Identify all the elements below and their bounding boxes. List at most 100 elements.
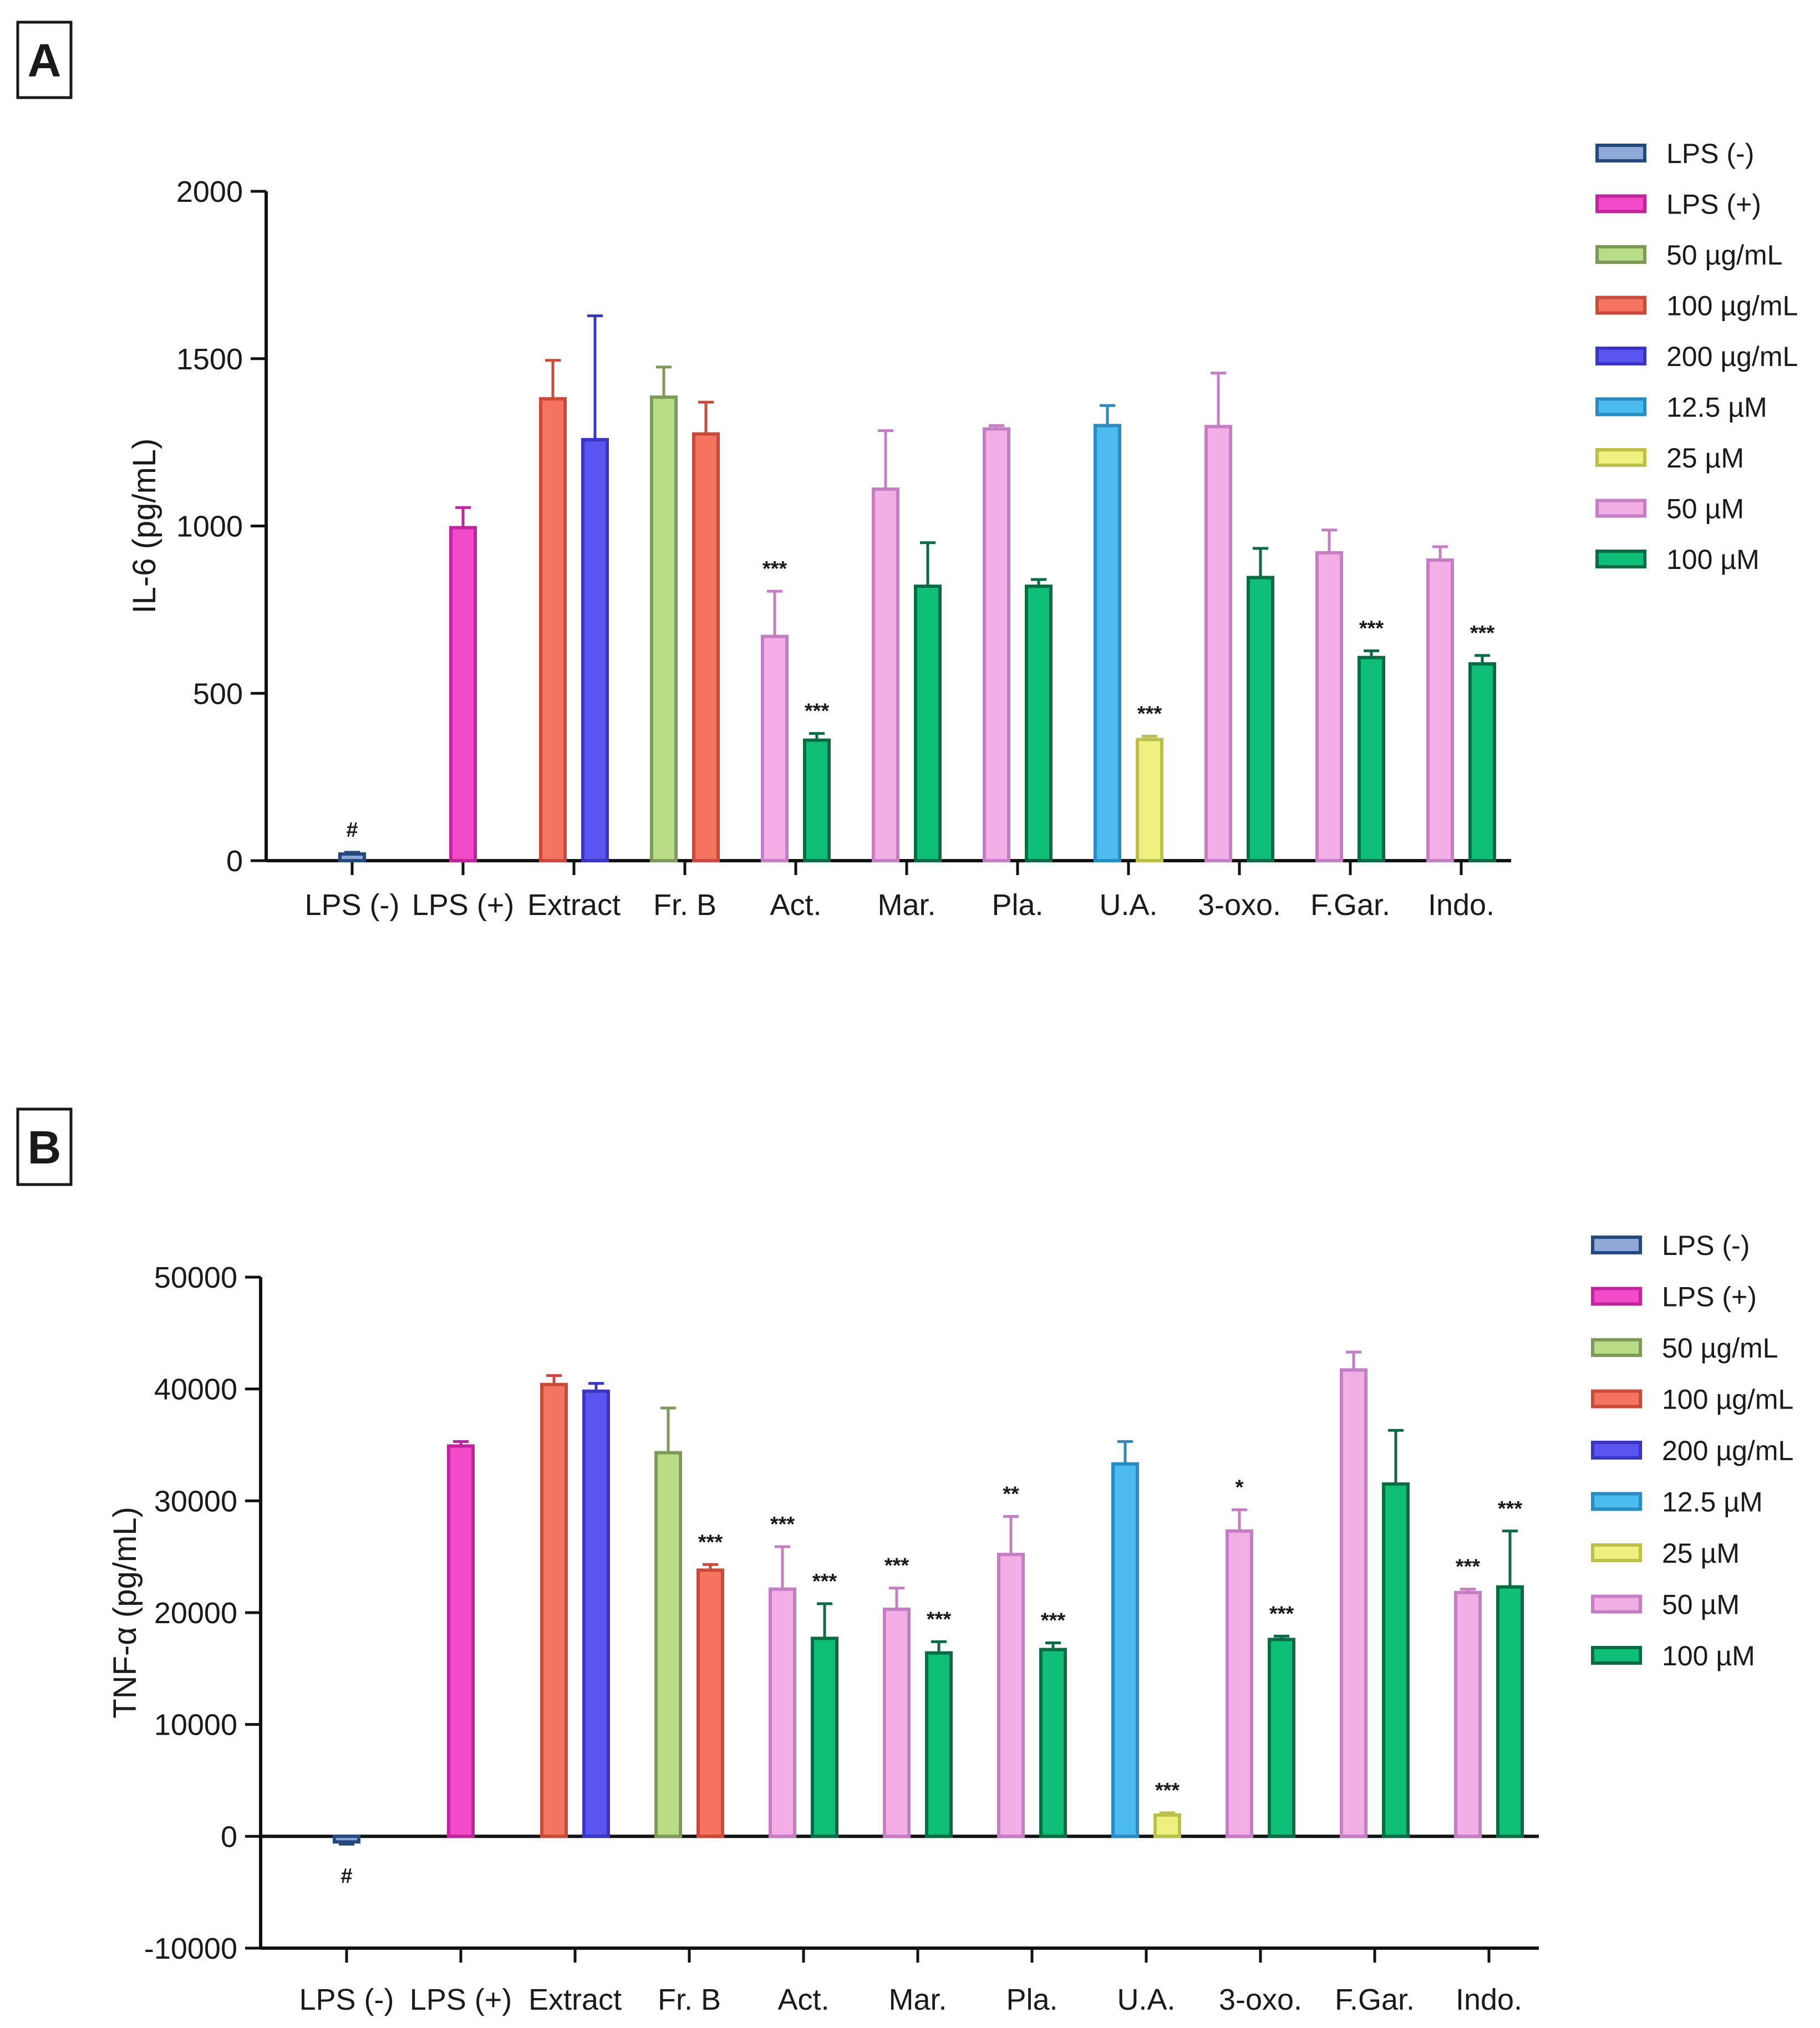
y-tick-label: 40000 — [154, 1373, 237, 1406]
bar-pla-100-m — [1025, 584, 1053, 862]
x-category-label: LPS (-) — [304, 888, 399, 922]
bar-fr-b-100-g-ml — [697, 1568, 724, 1838]
y-tick-label: 500 — [193, 677, 243, 710]
x-category-label: Extract — [527, 888, 621, 922]
x-category-label: Act. — [770, 888, 821, 922]
bar-f-gar-50-m — [1340, 1368, 1367, 1838]
legend-label-lps: LPS (-) — [1666, 138, 1754, 169]
legend-label-lps: LPS (+) — [1662, 1282, 1757, 1313]
legend-label-lps: LPS (-) — [1662, 1230, 1750, 1261]
bar-lps-lps — [449, 526, 477, 862]
x-category-label: Mar. — [877, 888, 936, 922]
legend-label-200-g-ml: 200 µg/mL — [1666, 341, 1798, 372]
legend-swatch-100-m — [1595, 550, 1646, 568]
legend-label-100-m: 100 µM — [1666, 544, 1760, 575]
significance-marker: *** — [1359, 617, 1384, 641]
legend-label-50-m: 50 µM — [1666, 494, 1744, 525]
il6-chart: 0 500 1000 1500 2000 IL-6 (pg/mL) LPS (-) LPS (… — [126, 175, 1511, 922]
legend-swatch-25-m — [1591, 1543, 1642, 1562]
bar-mar-50-m — [883, 1607, 911, 1838]
legend-label-25-m: 25 µM — [1666, 443, 1744, 474]
x-category-label: Pla. — [992, 888, 1043, 922]
legend-swatch-25-m — [1595, 448, 1646, 467]
panel-b-letter: B — [28, 1121, 62, 1173]
significance-marker: *** — [884, 1554, 909, 1578]
legend-swatch-50-m — [1591, 1594, 1642, 1614]
bar-f-gar-100-m — [1358, 655, 1385, 863]
y-tick-label: 0 — [221, 1820, 237, 1853]
significance-marker: *** — [1456, 1556, 1481, 1579]
legend-label-12-5-m: 12.5 µM — [1662, 1487, 1763, 1518]
bar-u-a-25-m — [1153, 1813, 1181, 1838]
bar-extract-100-g-ml — [539, 397, 567, 862]
bar-u-a-25-m — [1136, 738, 1163, 862]
x-category-label: Pla. — [1006, 1983, 1058, 2016]
bar-indo-100-m — [1468, 662, 1496, 862]
bar-mar-100-m — [925, 1651, 953, 1838]
bar-f-gar-100-m — [1382, 1482, 1410, 1838]
y-tick-label: 20000 — [154, 1597, 237, 1630]
legend-label-12-5-m: 12.5 µM — [1666, 392, 1767, 423]
x-category-label: LPS (-) — [299, 1983, 394, 2016]
y-tick-label: 1500 — [176, 343, 243, 376]
bar-fr-b-50-g-ml — [654, 1451, 682, 1838]
legend-label-50-m: 50 µM — [1662, 1589, 1740, 1620]
bar-extract-200-g-ml — [582, 1389, 610, 1838]
panel-b: B -10000 0 10000 20000 30000 40000 50000 TNF-α … — [16, 1107, 1793, 2016]
bar-indo-50-m — [1454, 1590, 1482, 1838]
y-tick-label: 2000 — [176, 175, 243, 209]
bar-extract-100-g-ml — [540, 1383, 568, 1838]
significance-marker: *** — [927, 1608, 952, 1631]
x-category-label: Fr. B — [658, 1983, 721, 2016]
bar-f-gar-50-m — [1315, 551, 1343, 862]
bar-lps-lps — [447, 1444, 475, 1838]
legend-label-50-g-ml: 50 µg/mL — [1666, 240, 1782, 271]
legend-swatch-200-g-ml — [1591, 1441, 1642, 1460]
bar-fr-b-50-g-ml — [650, 395, 678, 862]
x-category-label: LPS (+) — [410, 1983, 512, 2016]
y-tick-label: 30000 — [154, 1485, 237, 1518]
significance-marker: *** — [770, 1513, 795, 1536]
bar-pla-50-m — [983, 427, 1010, 862]
x-category-label: Extract — [528, 1983, 622, 2016]
bar-fr-b-100-g-ml — [692, 432, 720, 862]
bar-lps-lps — [333, 1834, 360, 1844]
significance-marker: *** — [1269, 1602, 1294, 1625]
y-axis-title: IL-6 (pg/mL) — [126, 439, 162, 614]
legend-swatch-lps — [1595, 194, 1646, 214]
legend-swatch-100-g-ml — [1591, 1389, 1642, 1409]
x-category-label: F.Gar. — [1335, 1983, 1415, 2016]
legend-swatch-50-m — [1595, 499, 1646, 518]
y-tick-label: 10000 — [154, 1709, 237, 1742]
legend-label-100-g-ml: 100 µg/mL — [1662, 1384, 1793, 1415]
significance-marker: *** — [812, 1570, 837, 1593]
x-category-label: Indo. — [1456, 1983, 1522, 2016]
bar-3-oxo-100-m — [1247, 576, 1274, 862]
y-tick-label: 50000 — [154, 1261, 237, 1294]
tnf-alpha-chart: -10000 0 10000 20000 30000 40000 50000 TNF-α (p… — [107, 1261, 1539, 2016]
bar-act-100-m — [803, 738, 831, 862]
legend-label-100-g-ml: 100 µg/mL — [1666, 291, 1798, 322]
legend-swatch-12-5-m — [1595, 397, 1646, 416]
significance-marker: *** — [762, 557, 787, 581]
legend-label-50-g-ml: 50 µg/mL — [1662, 1333, 1778, 1364]
legend-label-100-m: 100 µM — [1662, 1640, 1755, 1671]
significance-marker: * — [1236, 1476, 1244, 1499]
legend-label-200-g-ml: 200 µg/mL — [1662, 1435, 1793, 1466]
significance-marker: # — [340, 1864, 352, 1888]
y-tick-label: 0 — [226, 845, 243, 878]
significance-marker: *** — [1137, 702, 1162, 725]
bar-extract-200-g-ml — [581, 438, 609, 862]
x-category-label: Fr. B — [653, 888, 716, 922]
legend-swatch-100-m — [1591, 1646, 1642, 1665]
significance-marker: *** — [1470, 622, 1495, 645]
legend-label-25-m: 25 µM — [1662, 1538, 1740, 1569]
x-category-label: Mar. — [888, 1983, 947, 2016]
bar-act-100-m — [811, 1636, 838, 1838]
legend-swatch-lps — [1591, 1287, 1642, 1306]
panel-a-letter: A — [28, 34, 62, 87]
x-category-label: Act. — [777, 1983, 829, 2016]
y-axis-title: TNF-α (pg/mL) — [107, 1507, 143, 1719]
